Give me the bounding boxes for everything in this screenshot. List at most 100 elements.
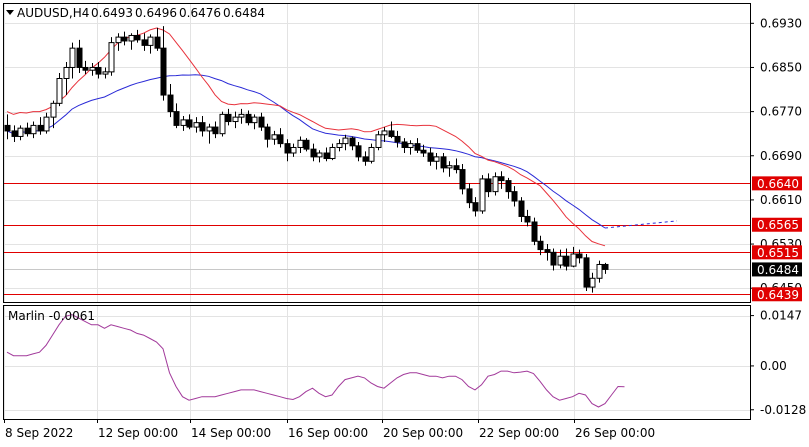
candle (141, 33, 148, 51)
main-panel-frame (3, 3, 751, 303)
candle-body-bearish (134, 34, 141, 41)
candle (420, 144, 427, 157)
candle-body-bearish (531, 221, 538, 242)
candle (147, 34, 154, 54)
candle (388, 121, 395, 139)
candle (212, 121, 219, 139)
candle (401, 138, 408, 153)
time-tick-label: 16 Sep 00:00 (288, 426, 368, 440)
candle (342, 134, 349, 151)
candle (225, 108, 232, 126)
candle (199, 116, 206, 137)
candlestick-series (4, 26, 609, 293)
price-tick-label: 0.6930 (760, 16, 802, 30)
time-tick-label: 8 Sep 2022 (5, 426, 73, 440)
level-tag-box (752, 245, 802, 260)
candle-body-bullish (596, 263, 603, 279)
candle (589, 272, 596, 293)
candle (414, 138, 421, 153)
candle-body-bullish (492, 176, 499, 193)
oscillator-tick-label: 0.00 (760, 359, 787, 373)
candle (180, 116, 187, 131)
candle-body-bearish (82, 66, 89, 71)
current-price-box (752, 262, 802, 277)
oscillator-grid (4, 306, 750, 419)
symbol-dropdown-icon[interactable] (6, 10, 14, 15)
candle-body-bullish (251, 116, 258, 124)
oscillator-axis: 0.0147 0.00 -0.0128 (750, 309, 806, 417)
time-tick-label: 20 Sep 00:00 (383, 426, 463, 440)
candle (160, 26, 167, 101)
candle (537, 235, 544, 256)
candle-body-bullish (342, 137, 349, 145)
blue-ma-projection (604, 220, 678, 229)
candle (206, 123, 213, 144)
candle-body-bearish (362, 156, 369, 162)
candle-body-bearish (199, 122, 206, 132)
candle (50, 100, 57, 129)
candle (56, 72, 63, 107)
candle-body-bullish (115, 36, 122, 44)
candle-body-bearish (95, 66, 102, 75)
candle-body-bearish (440, 156, 447, 169)
candle-body-bullish (407, 143, 414, 148)
candle (459, 164, 466, 195)
blue-moving-average-line (6, 74, 606, 229)
candle-body-bearish (427, 152, 434, 162)
candle (355, 141, 362, 162)
candle-body-bearish (37, 124, 44, 132)
candle-body-bullish (50, 102, 57, 118)
level-price-tags: 0.6640 0.6565 0.6515 0.6439 0.6484 (752, 176, 802, 302)
time-tick-label: 12 Sep 00:00 (98, 426, 178, 440)
candle (258, 112, 265, 131)
candle-body-bearish (167, 94, 174, 113)
candle-body-bearish (550, 251, 557, 266)
candle (271, 130, 278, 145)
candle (303, 138, 310, 152)
candle-body-bullish (316, 152, 323, 158)
candle-body-bullish (180, 119, 187, 126)
candle (24, 122, 31, 137)
level-tag-box (752, 176, 802, 191)
candle (102, 67, 109, 79)
candle (277, 128, 284, 148)
candle (576, 249, 583, 264)
candle-body-bearish (160, 47, 167, 96)
candle-body-bearish (323, 152, 330, 160)
candle (108, 37, 115, 76)
candle (82, 60, 89, 75)
candle-body-bearish (258, 116, 265, 128)
candle-body-bearish (544, 249, 551, 253)
candle-body-bullish (108, 42, 115, 73)
oscillator-tick-label: -0.0128 (760, 403, 806, 417)
candle-body-bearish (420, 149, 427, 154)
candle-body-bullish (102, 71, 109, 75)
candle-body-bullish (128, 34, 135, 42)
candle (186, 114, 193, 130)
candle-body-bearish (576, 253, 583, 259)
candle (563, 248, 570, 271)
candle (511, 186, 518, 207)
candle-body-bearish (173, 111, 180, 126)
level-tag-box (752, 287, 802, 302)
candle-body-bearish (401, 141, 408, 148)
candle-body-bearish (277, 134, 284, 145)
candle-body-bullish (589, 277, 596, 288)
candle-body-bearish (303, 139, 310, 150)
time-tick-label: 22 Sep 00:00 (479, 426, 559, 440)
candle-body-bullish (232, 116, 239, 123)
candle (485, 173, 492, 198)
oscillator-tick-label: 0.0147 (760, 309, 802, 323)
candle (596, 260, 603, 283)
marlin-line (6, 314, 625, 408)
candle-body-bearish (225, 113, 232, 123)
candle (433, 153, 440, 170)
level-tag-label: 0.6515 (757, 246, 799, 260)
time-axis: 8 Sep 2022 12 Sep 00:00 14 Sep 00:00 16 Sep… (4, 419, 655, 440)
candle-body-bearish (355, 145, 362, 158)
candle (264, 123, 271, 148)
candle (297, 136, 304, 153)
candle-body-bearish (394, 135, 401, 143)
candle (518, 197, 525, 222)
